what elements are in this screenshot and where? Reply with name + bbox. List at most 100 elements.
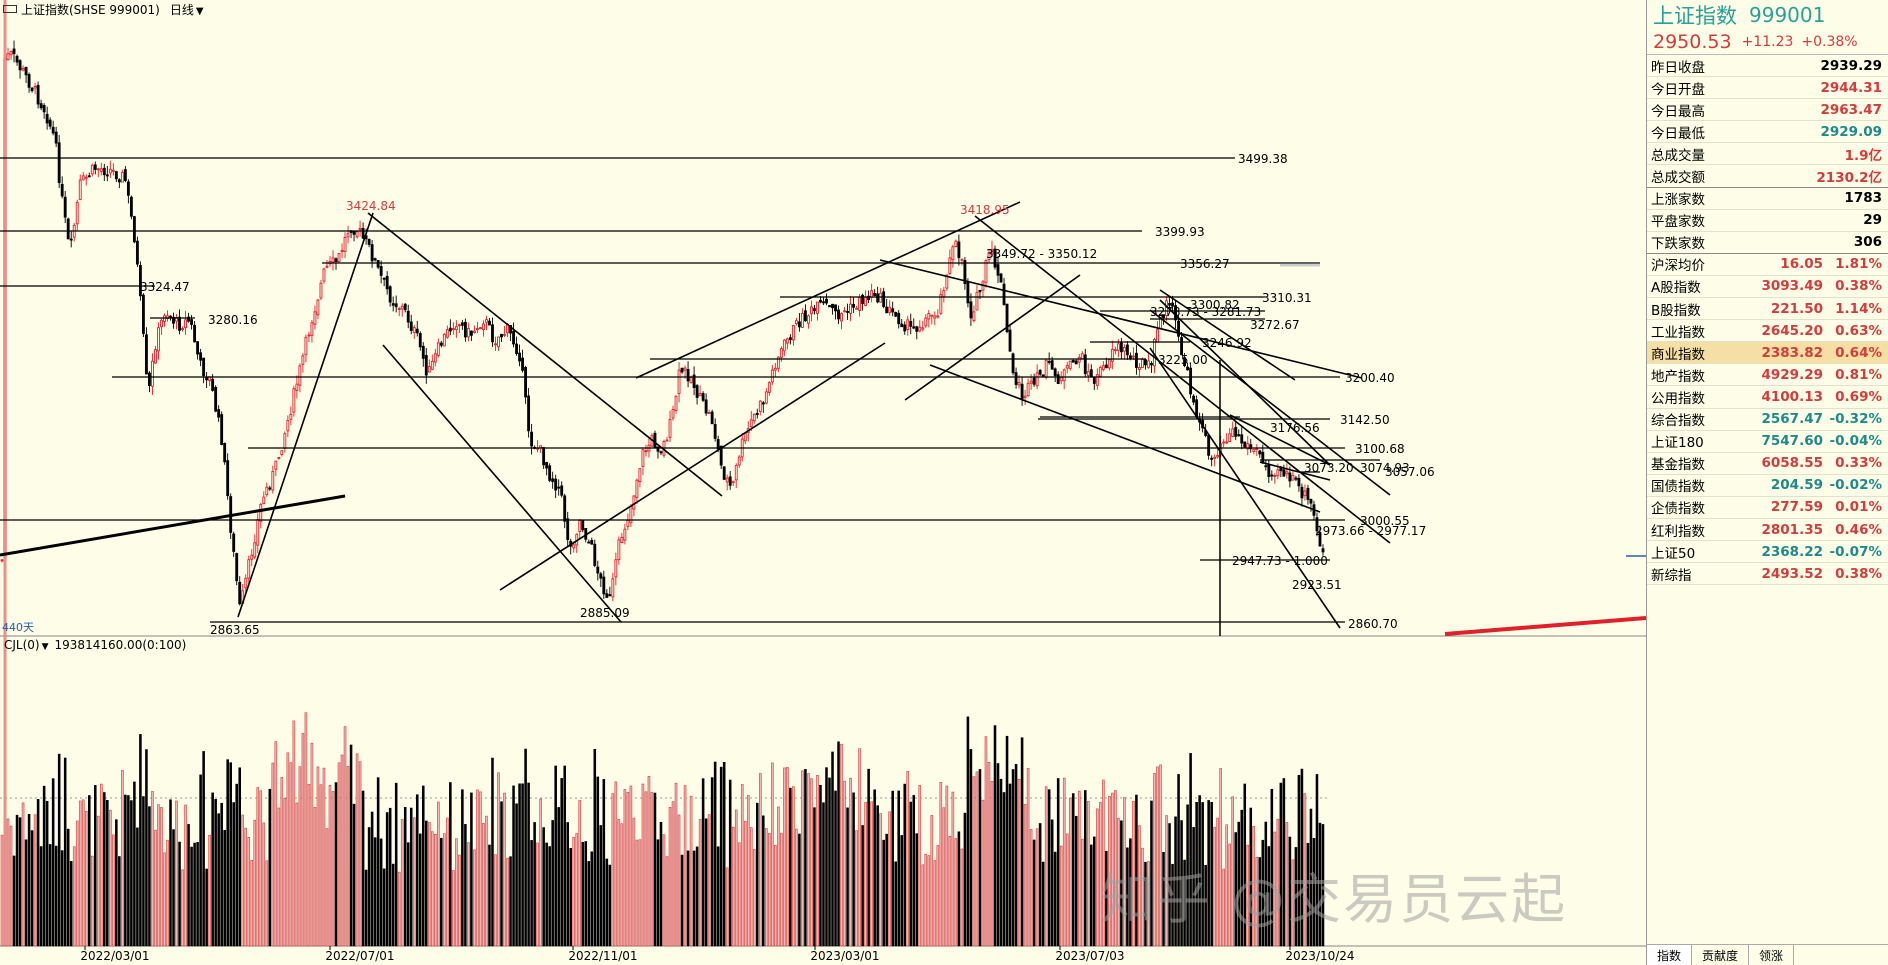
quote-value: 2801.35 [1761, 521, 1824, 538]
quote-row[interactable]: 基金指数 6058.55 0.33% [1647, 453, 1888, 475]
period-selector[interactable]: 日线 ▼ [170, 1, 204, 18]
volume-bar [1053, 851, 1057, 947]
candle [9, 51, 13, 56]
volume-bar [33, 814, 37, 947]
quote-row[interactable]: 红利指数 2801.35 0.46% [1647, 519, 1888, 542]
volume-bar [1126, 847, 1129, 947]
candle [313, 311, 317, 325]
volume-bar [12, 855, 16, 947]
panel-title: 上证指数 999001 [1647, 0, 1888, 30]
trend-line [635, 201, 1021, 379]
candle [244, 577, 248, 589]
volume-bar [930, 815, 934, 947]
candle [346, 233, 350, 238]
candle [867, 295, 871, 300]
date-tick: 2022/03/01 [80, 949, 149, 963]
volume-bar [765, 828, 768, 947]
volume-bar [867, 768, 870, 947]
volume-bar [464, 824, 467, 947]
volume-bar [358, 761, 362, 947]
candle [316, 299, 320, 316]
trend-line [929, 364, 1321, 513]
quote-row[interactable]: B股指数 221.50 1.14% [1647, 298, 1888, 321]
candle [770, 369, 774, 383]
volume-bar [1002, 792, 1006, 947]
volume-bar [939, 782, 943, 947]
candle [990, 249, 994, 255]
candle [154, 349, 157, 364]
quote-row[interactable]: 上证180 7547.60 -0.04% [1647, 431, 1888, 453]
volume-bar [864, 802, 867, 947]
quote-label: 沪深均价 [1651, 258, 1705, 275]
quote-row[interactable]: 上证50 2368.22 -0.07% [1647, 541, 1888, 564]
candle [674, 395, 678, 411]
quote-row[interactable]: 商业指数 2383.82 0.64% [1647, 342, 1888, 365]
candle [686, 369, 690, 382]
volume-bar [428, 822, 431, 947]
volume-bar [232, 802, 235, 947]
candle [129, 196, 133, 217]
candle [81, 175, 85, 181]
quote-row[interactable]: 国债指数 204.59 -0.02% [1647, 475, 1888, 497]
quote-row[interactable]: 企债指数 277.59 0.01% [1647, 497, 1888, 519]
quote-value: 6058.55 [1761, 455, 1824, 472]
quote-row[interactable]: 工业指数 2645.20 0.63% [1647, 320, 1888, 343]
volume-bar [927, 855, 931, 947]
quote-row[interactable]: 综合指数 2567.47 -0.32% [1647, 409, 1888, 431]
quote-label: 国债指数 [1651, 479, 1705, 496]
kline-chart[interactable]: 3499.38 3399.93 3356.27 3324.47 3280.16 3310.… [0, 0, 1646, 965]
quote-row[interactable]: 地产指数 4929.29 0.81% [1647, 364, 1888, 387]
volume-bar [789, 787, 792, 947]
quote-row[interactable]: 公用指数 4100.13 0.69% [1647, 386, 1888, 409]
volume-bar [307, 784, 311, 947]
quote-value: 2929.09 [1820, 123, 1883, 140]
candle [969, 301, 973, 319]
volume-bar [635, 839, 639, 947]
volume-bar [1294, 847, 1298, 947]
candle [551, 478, 555, 482]
trend-line [1159, 289, 1296, 381]
candle [337, 253, 341, 262]
candle [794, 320, 798, 324]
candle [608, 594, 612, 597]
panel-tab[interactable]: 领涨 [1749, 945, 1795, 965]
candle [587, 541, 591, 544]
volume-bar [106, 799, 109, 947]
volume-bar [1315, 774, 1319, 947]
panel-tab[interactable]: 指数 [1647, 945, 1693, 965]
candle [791, 325, 795, 341]
high-label: 3418.95 [960, 203, 1010, 217]
volume-bar [494, 854, 497, 947]
candle [298, 365, 302, 386]
candle [1047, 360, 1051, 363]
panel-tab[interactable]: 贡献度 [1692, 945, 1750, 965]
quote-row[interactable]: A股指数 3093.49 0.38% [1647, 276, 1888, 299]
quote-pct: 0.01% [1835, 499, 1882, 516]
volume-bar [268, 788, 272, 947]
candle [915, 326, 919, 332]
volume-bar [500, 801, 503, 947]
volume-bar [912, 795, 916, 947]
kline-chart-area[interactable]: 3499.38 3399.93 3356.27 3324.47 3280.16 3310.… [0, 0, 1646, 965]
candle [1144, 359, 1147, 366]
volume-bar [217, 813, 220, 947]
candle [590, 539, 594, 545]
volume-indicator-name[interactable]: CJL(0) [4, 638, 40, 652]
quote-row: 今日最低 2929.09 [1647, 121, 1888, 144]
quote-row[interactable]: 新综指 2493.52 0.38% [1647, 563, 1888, 586]
volume-bar [488, 844, 491, 947]
candle [1002, 283, 1006, 305]
volume-bar [1210, 801, 1213, 947]
quote-row[interactable]: 沪深均价 16.05 1.81% [1647, 254, 1888, 276]
volume-bar [319, 784, 323, 947]
volume-bar [334, 782, 338, 947]
volume-bar [205, 868, 208, 947]
window-icon[interactable] [3, 5, 17, 13]
candle [187, 316, 190, 322]
chart-header: 上证指数(SHSE 999001) 日线 ▼ [0, 0, 1646, 18]
chevron-down-icon[interactable]: ▼ [41, 642, 49, 652]
volume-bar [659, 821, 663, 947]
candle [638, 468, 642, 483]
candle [1017, 381, 1021, 386]
candle [927, 313, 931, 320]
